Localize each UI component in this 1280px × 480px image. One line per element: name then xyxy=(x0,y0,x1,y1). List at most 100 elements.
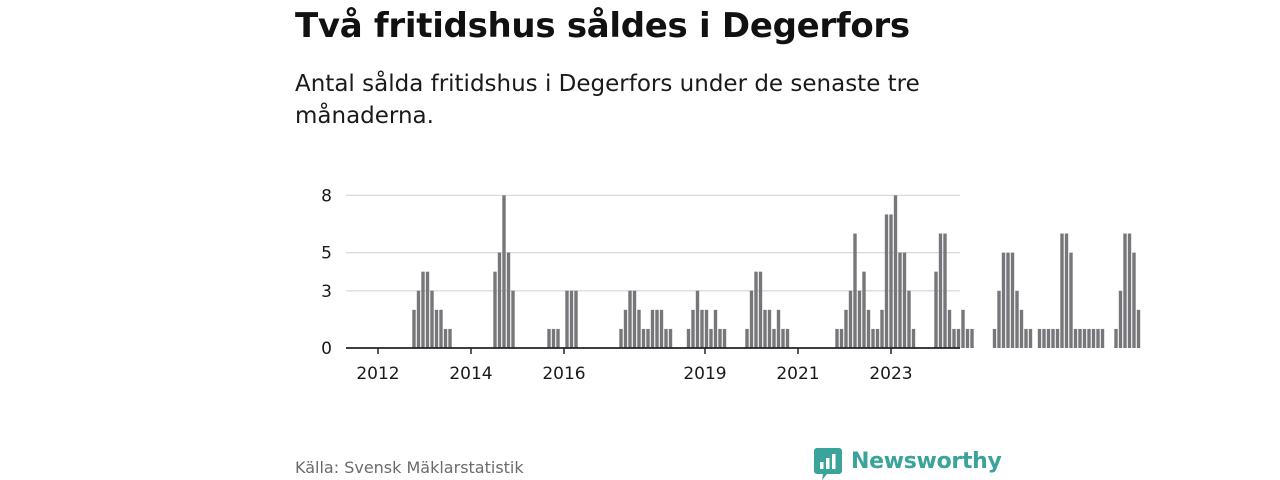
bar xyxy=(443,328,448,348)
bar xyxy=(961,309,965,348)
bar xyxy=(646,328,650,348)
bar xyxy=(934,271,938,348)
y-tick-label: 3 xyxy=(321,282,332,302)
y-tick-label: 5 xyxy=(321,244,332,264)
bar xyxy=(722,328,727,348)
chart-title: Två fritidshus såldes i Degerfors xyxy=(295,6,910,46)
bar xyxy=(439,309,443,348)
bar xyxy=(623,309,628,348)
bar xyxy=(1114,328,1118,348)
bar xyxy=(659,309,664,348)
bar xyxy=(1069,252,1073,348)
bar xyxy=(1042,328,1046,348)
bar xyxy=(565,290,569,348)
bar xyxy=(709,328,713,348)
bar xyxy=(511,290,515,348)
bar xyxy=(416,290,421,348)
bar xyxy=(938,233,943,348)
x-tick-label: 2016 xyxy=(542,364,585,384)
bar xyxy=(952,328,956,348)
bar xyxy=(691,309,695,348)
axes: 0 3 5 8 2012 2014 2016 2019 2021 2023 2 xyxy=(321,0,1152,384)
bar xyxy=(911,328,916,348)
bar xyxy=(1132,252,1136,348)
bar xyxy=(893,195,898,348)
bar xyxy=(1096,328,1100,348)
bar xyxy=(1037,328,1042,348)
bar xyxy=(497,252,502,348)
bar xyxy=(745,328,749,348)
bar xyxy=(898,252,902,348)
bars xyxy=(412,195,1141,348)
bar xyxy=(857,290,862,348)
bar xyxy=(844,309,848,348)
bar xyxy=(1060,233,1064,348)
bar xyxy=(430,290,434,348)
bar xyxy=(785,328,790,348)
bar xyxy=(421,271,425,348)
bar xyxy=(875,328,880,348)
bar xyxy=(943,233,947,348)
bar xyxy=(502,195,506,348)
bar xyxy=(1082,328,1087,348)
bar xyxy=(965,328,970,348)
bar xyxy=(754,271,758,348)
bar xyxy=(655,309,659,348)
bar xyxy=(1024,328,1028,348)
x-tick-label: 2021 xyxy=(776,364,819,384)
bar xyxy=(781,328,785,348)
bar xyxy=(641,328,646,348)
bar xyxy=(1006,252,1010,348)
bar xyxy=(664,328,668,348)
bar xyxy=(871,328,875,348)
bar xyxy=(1064,233,1069,348)
y-tick-label: 8 xyxy=(321,186,332,206)
bar xyxy=(1127,233,1132,348)
bar xyxy=(866,309,871,348)
chart-subtitle: Antal sålda fritidshus i Degerfors under… xyxy=(295,71,920,129)
bar xyxy=(1087,328,1091,348)
source-note: Källa: Svensk Mäklarstatistik xyxy=(295,458,524,477)
highlight-data-label: 2 xyxy=(1139,0,1150,5)
bar xyxy=(947,309,952,348)
bar xyxy=(695,290,700,348)
bar xyxy=(704,309,709,348)
bar xyxy=(776,309,781,348)
bar xyxy=(956,328,961,348)
x-tick-label: 2019 xyxy=(683,364,726,384)
bar xyxy=(862,271,866,348)
x-tick-label: 2023 xyxy=(869,364,912,384)
bar xyxy=(758,271,763,348)
bar xyxy=(902,252,907,348)
bar xyxy=(1123,233,1127,348)
bar xyxy=(650,309,655,348)
bar xyxy=(889,214,893,348)
bar xyxy=(1046,328,1051,348)
bar xyxy=(506,252,511,348)
bar xyxy=(1001,252,1006,348)
bar xyxy=(718,328,722,348)
bar xyxy=(997,290,1001,348)
bar xyxy=(434,309,439,348)
bar xyxy=(835,328,839,348)
bar xyxy=(1010,252,1015,348)
bar xyxy=(1055,328,1060,348)
newsworthy-logo-icon xyxy=(814,448,842,480)
bar xyxy=(839,328,844,348)
bar xyxy=(574,290,578,348)
bar xyxy=(628,290,632,348)
bar xyxy=(749,290,754,348)
y-tick-label: 0 xyxy=(321,339,332,359)
bar xyxy=(992,328,997,348)
bar xyxy=(1091,328,1096,348)
bar xyxy=(1028,328,1033,348)
bar xyxy=(1051,328,1055,348)
x-tick-label: 2014 xyxy=(449,364,492,384)
bar xyxy=(1019,309,1024,348)
bar xyxy=(848,290,853,348)
bar xyxy=(1118,290,1123,348)
bar xyxy=(1015,290,1019,348)
bar xyxy=(668,328,673,348)
bar xyxy=(772,328,776,348)
